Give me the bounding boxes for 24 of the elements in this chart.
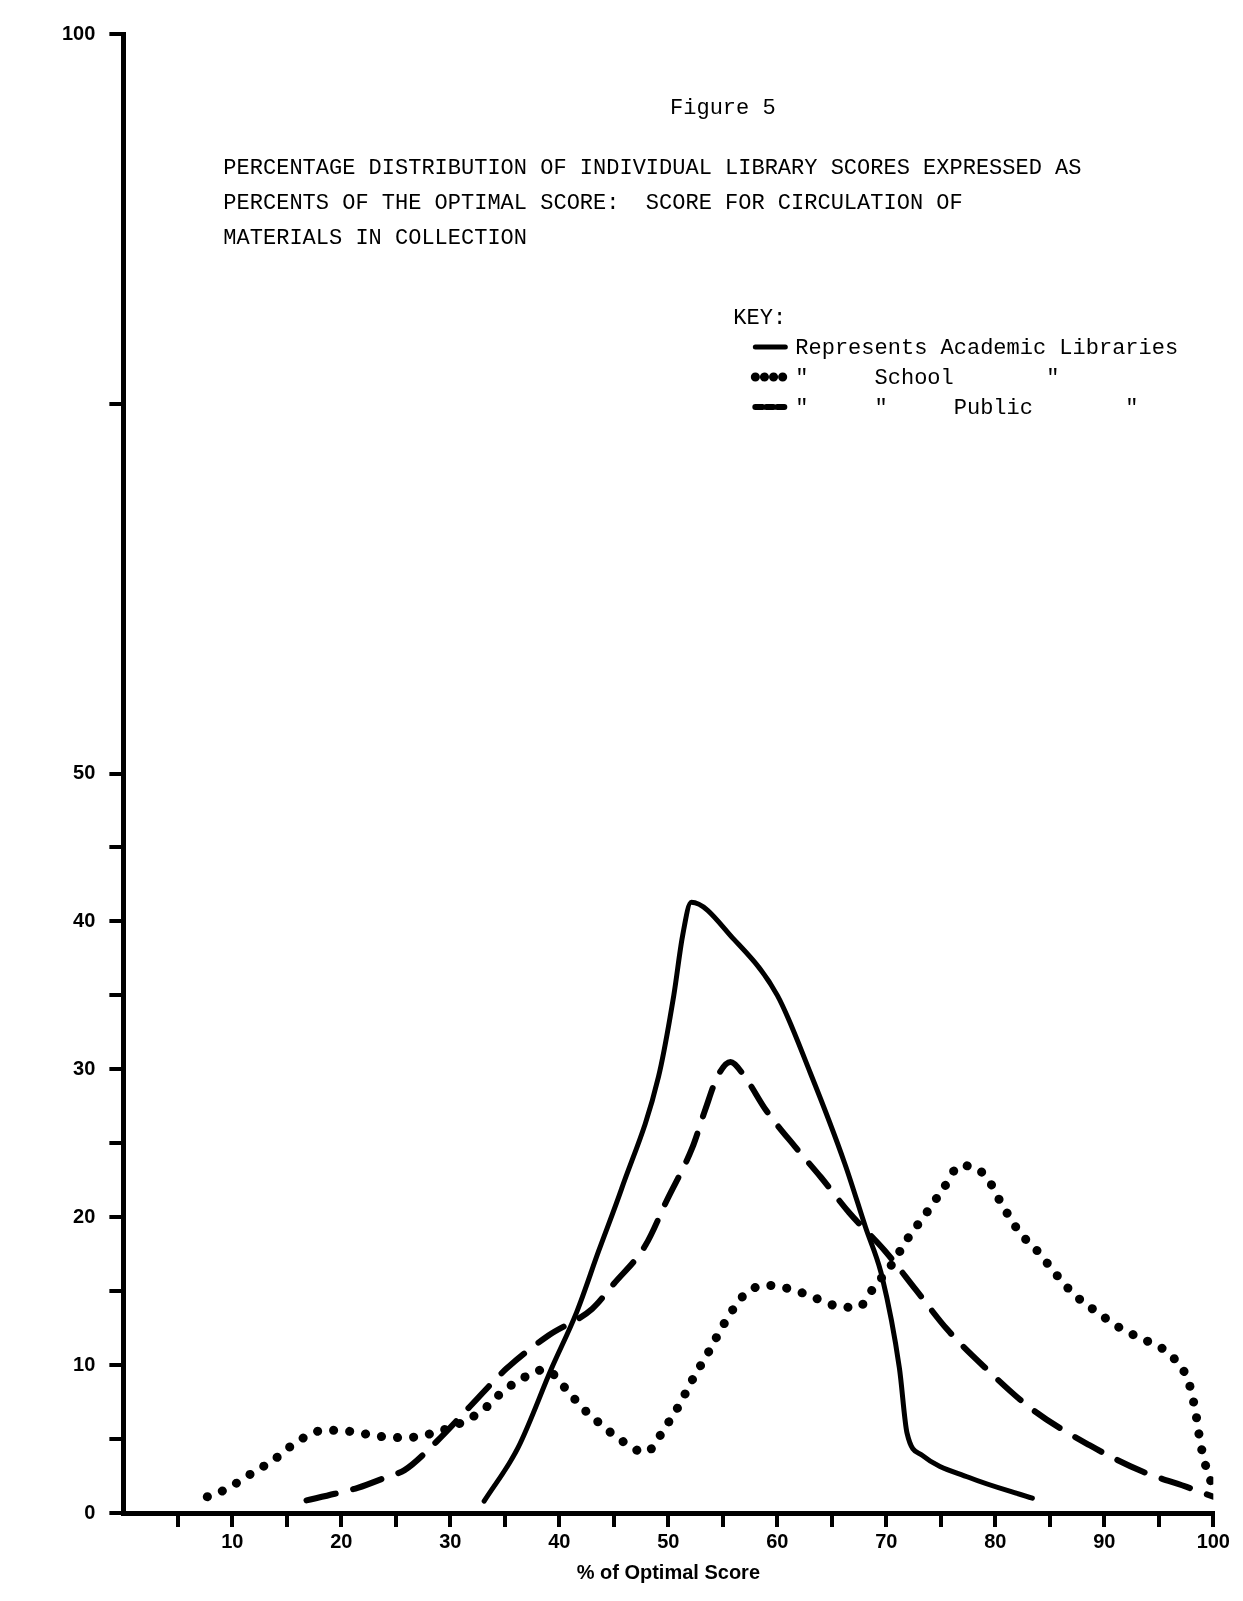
y-tick-label: 0 (84, 1500, 96, 1523)
x-tick-label: 10 (221, 1529, 244, 1552)
y-tick-label: 50 (73, 761, 96, 784)
x-tick-label: 70 (875, 1529, 898, 1552)
y-tick-label: 20 (73, 1204, 96, 1227)
x-tick-label: 50 (657, 1529, 680, 1552)
legend-label: Represents Academic Libraries (795, 336, 1179, 361)
y-tick-label: 40 (73, 908, 96, 931)
legend-title: KEY: (733, 306, 787, 331)
x-tick-label: 30 (439, 1529, 462, 1552)
legend-label: " School " (795, 366, 1060, 391)
x-tick-label: 20 (330, 1529, 353, 1552)
text: Figure 5 (670, 96, 776, 121)
x-tick-label: 60 (766, 1529, 789, 1552)
legend-label: " " Public " (795, 396, 1139, 421)
x-tick-label: 100 (1196, 1529, 1230, 1552)
text: PERCENTAGE DISTRIBUTION OF INDIVIDUAL LIBRARY SCORES EXPRESSED AS PERCENTS OF THE OPTIMAL SCORE: SCORE FOR CIRCULATION OF MATERIALS IN COLLECTION (223, 156, 1082, 251)
y-tick-label: 30 (73, 1056, 96, 1079)
y-tick-label: 10 (73, 1352, 96, 1375)
x-tick-label: 40 (548, 1529, 571, 1552)
x-tick-label: 80 (984, 1529, 1007, 1552)
y-tick-label: 100 (61, 21, 96, 44)
x-axis-title: % of Optimal Score (576, 1560, 761, 1583)
x-tick-label: 90 (1093, 1529, 1116, 1552)
